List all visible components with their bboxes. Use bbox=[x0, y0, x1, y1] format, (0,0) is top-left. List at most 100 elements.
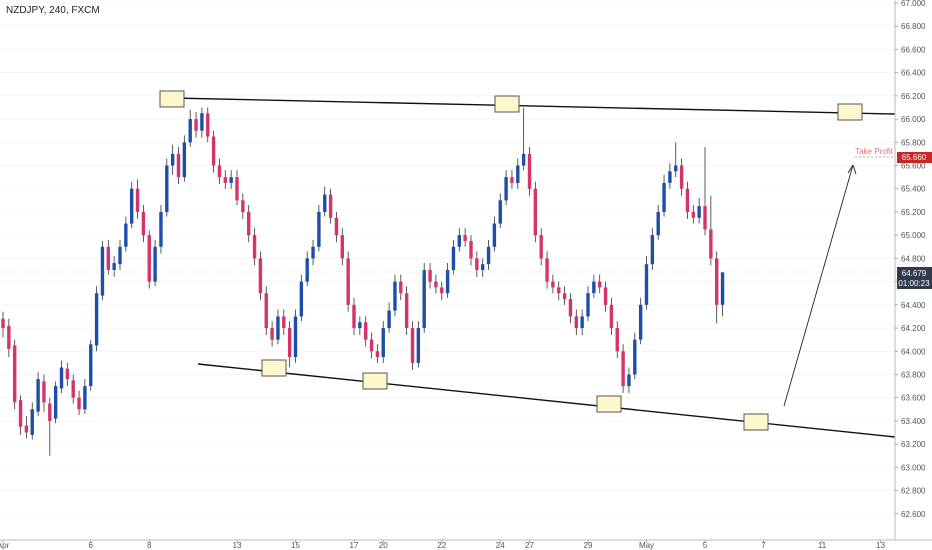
candle-body bbox=[492, 223, 497, 247]
touch-box[interactable] bbox=[837, 103, 863, 121]
y-tick-label: 64.000 bbox=[901, 347, 926, 356]
candle-body bbox=[83, 386, 87, 410]
candle-body bbox=[165, 165, 169, 212]
candle-body bbox=[287, 328, 292, 358]
candle-body bbox=[282, 316, 286, 329]
support-trendline[interactable] bbox=[197, 363, 896, 438]
touch-box[interactable] bbox=[494, 95, 520, 113]
candle-body bbox=[153, 246, 157, 282]
y-tick-label: 63.000 bbox=[901, 463, 926, 472]
candle-body bbox=[557, 287, 561, 294]
candle-body bbox=[486, 246, 491, 265]
candle-body bbox=[264, 293, 268, 329]
y-tick-label: 63.200 bbox=[901, 440, 926, 449]
candle-body bbox=[71, 380, 75, 398]
candle-body bbox=[241, 200, 245, 212]
candle-body bbox=[469, 240, 473, 259]
candle-body bbox=[364, 322, 368, 340]
candle-body bbox=[621, 351, 625, 387]
x-tick-label: 6 bbox=[89, 541, 94, 550]
candle-body bbox=[323, 194, 327, 212]
candle-body bbox=[404, 293, 409, 329]
take-profit-price-tag bbox=[897, 152, 932, 163]
candle-body bbox=[498, 200, 502, 224]
candle-body bbox=[399, 281, 403, 294]
candle-body bbox=[416, 328, 421, 363]
candle-body bbox=[112, 263, 116, 270]
candle-body bbox=[106, 246, 110, 270]
candle-body bbox=[551, 281, 555, 288]
x-tick-label: 24 bbox=[496, 541, 505, 550]
candle-body bbox=[527, 153, 532, 189]
candle-body bbox=[586, 293, 590, 317]
candle-body bbox=[481, 264, 485, 270]
candle-body bbox=[211, 136, 216, 166]
candle-body bbox=[592, 281, 596, 294]
candle-body bbox=[451, 246, 456, 270]
y-tick-label: 64.800 bbox=[901, 254, 926, 263]
y-tick-label: 65.400 bbox=[901, 185, 926, 194]
candle-body bbox=[100, 246, 105, 296]
y-tick-label: 66.600 bbox=[901, 45, 926, 54]
candle-body bbox=[77, 397, 81, 410]
touch-box[interactable] bbox=[261, 359, 287, 377]
x-tick-label: 20 bbox=[379, 541, 388, 550]
y-tick-label: 62.600 bbox=[901, 510, 926, 519]
candle-body bbox=[53, 386, 58, 419]
candle-body bbox=[182, 142, 187, 178]
arrow-head-icon bbox=[847, 164, 857, 175]
x-tick-label: 17 bbox=[350, 541, 359, 550]
candle-body bbox=[1, 318, 5, 329]
candle-body bbox=[188, 119, 192, 143]
candle-body bbox=[7, 325, 11, 349]
y-tick-label: 63.600 bbox=[901, 394, 926, 403]
candle-body bbox=[147, 235, 151, 282]
candle-body bbox=[533, 188, 538, 236]
x-tick-label: 22 bbox=[437, 541, 446, 550]
y-tick-label: 64.200 bbox=[901, 324, 926, 333]
candle-body bbox=[65, 368, 70, 380]
touch-box[interactable] bbox=[743, 413, 769, 431]
candle-body bbox=[709, 229, 713, 259]
x-tick-label: 13 bbox=[233, 541, 242, 550]
candle-body bbox=[703, 206, 707, 230]
y-tick-label: 63.800 bbox=[901, 370, 926, 379]
y-tick-label: 65.200 bbox=[901, 208, 926, 217]
candle-body bbox=[159, 211, 163, 247]
candle-body bbox=[235, 177, 239, 201]
touch-box[interactable] bbox=[159, 90, 185, 108]
y-tick-label: 66.200 bbox=[901, 92, 926, 101]
candle-body bbox=[539, 235, 543, 259]
candle-layer bbox=[1, 107, 725, 456]
touch-box[interactable] bbox=[362, 372, 388, 390]
y-tick-label: 65.800 bbox=[901, 138, 926, 147]
candle-body bbox=[615, 328, 619, 352]
candle-body bbox=[30, 409, 34, 435]
y-tick-label: 66.400 bbox=[901, 69, 926, 78]
candle-body bbox=[258, 258, 263, 294]
candle-body bbox=[720, 272, 725, 305]
candle-body bbox=[674, 165, 678, 172]
candle-body bbox=[89, 344, 93, 387]
candle-body bbox=[305, 258, 309, 282]
y-tick-label: 65.600 bbox=[901, 162, 926, 171]
candle-body bbox=[568, 299, 573, 317]
candle-body bbox=[504, 177, 508, 201]
resistance-trendline[interactable] bbox=[171, 97, 896, 115]
candle-body bbox=[562, 293, 567, 300]
candle-body bbox=[334, 217, 339, 236]
candle-body bbox=[48, 403, 52, 421]
candle-body bbox=[656, 211, 660, 236]
touch-box[interactable] bbox=[596, 395, 622, 413]
price-tags: 65.660 64.679 01:00:23 bbox=[897, 152, 932, 289]
projection-arrow[interactable] bbox=[783, 164, 854, 407]
candle-body bbox=[328, 194, 333, 218]
candle-body bbox=[422, 270, 426, 329]
candle-body bbox=[124, 223, 128, 247]
candle-body bbox=[276, 316, 280, 340]
candle-body bbox=[691, 211, 695, 218]
current-price-text: 64.679 bbox=[902, 269, 927, 278]
y-tick-label: 67.000 bbox=[901, 0, 926, 8]
x-tick-label: 27 bbox=[525, 541, 534, 550]
